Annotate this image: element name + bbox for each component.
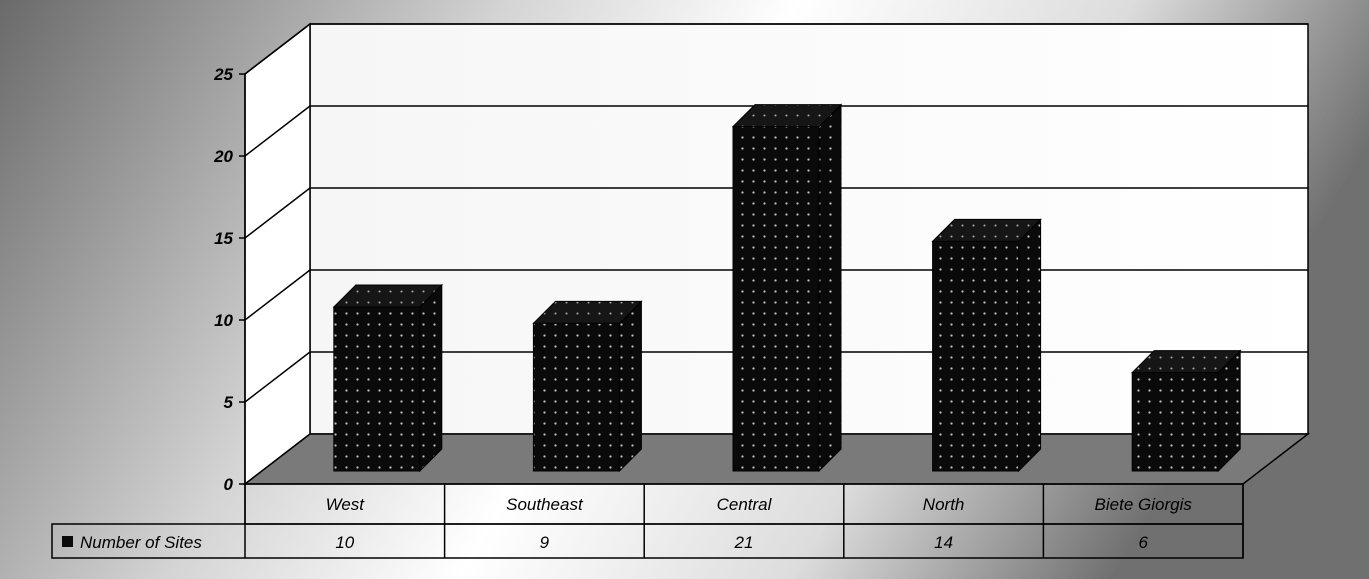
bar xyxy=(731,103,843,473)
data-label: 10 xyxy=(335,533,354,552)
bar-side xyxy=(618,300,642,473)
x-category-label: Central xyxy=(717,495,773,514)
bar-front xyxy=(732,126,820,472)
y-tick-label: 15 xyxy=(214,229,233,248)
legend-swatch xyxy=(62,536,73,547)
gridline-depth xyxy=(244,269,311,321)
bar-side xyxy=(818,103,842,473)
data-label: 6 xyxy=(1138,533,1148,552)
y-tick-label: 10 xyxy=(214,311,233,330)
data-label: 14 xyxy=(934,533,953,552)
legend-label: Number of Sites xyxy=(80,533,202,552)
bar-front xyxy=(333,306,421,472)
bar xyxy=(532,300,643,473)
bars xyxy=(332,103,1242,473)
data-label: 9 xyxy=(540,533,550,552)
bar-side xyxy=(419,283,443,473)
bar-side xyxy=(1018,218,1042,473)
y-tick-label: 0 xyxy=(224,475,234,494)
bar-front xyxy=(1131,372,1219,472)
gridline-depth xyxy=(244,351,311,403)
data-label: 21 xyxy=(734,533,754,552)
bar xyxy=(931,218,1042,473)
x-category-label: West xyxy=(326,495,366,514)
y-axis: 0 5 10 15 20 25 xyxy=(213,65,246,494)
data-table: West Southeast Central North Biete Giorgis 10… xyxy=(51,483,1244,559)
bar xyxy=(332,283,444,473)
x-category-label: North xyxy=(923,495,965,514)
y-tick-label: 20 xyxy=(213,147,233,166)
x-category-label: Biete Giorgis xyxy=(1095,495,1193,514)
y-tick-label: 25 xyxy=(213,65,233,84)
gridline-depth xyxy=(244,105,311,157)
bar xyxy=(1130,349,1242,473)
x-category-label: Southeast xyxy=(506,495,584,514)
bar-front xyxy=(532,322,620,472)
gridline-depth xyxy=(244,187,311,239)
side-wall xyxy=(244,22,311,486)
y-tick-label: 5 xyxy=(224,393,234,412)
bar-front xyxy=(932,240,1020,472)
gridline-depth xyxy=(244,23,311,75)
